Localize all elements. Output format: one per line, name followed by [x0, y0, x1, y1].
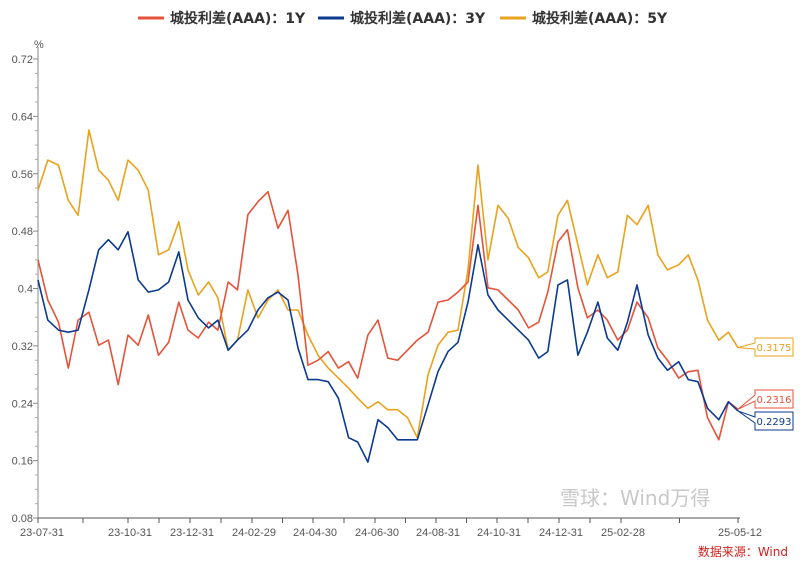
x-tick-label: 24-02-29 [232, 527, 276, 539]
end-label-box [737, 337, 794, 357]
x-tick-label: 24-10-31 [477, 527, 521, 539]
end-value-label: 0.2316 [757, 395, 792, 406]
x-tick-label: 23-07-31 [20, 527, 64, 539]
x-tick-label: 23-10-31 [108, 527, 152, 539]
legend-label: 城投利差(AAA)：1Y [170, 10, 306, 27]
series-line-3 [37, 129, 739, 439]
end-value-label: 0.2293 [757, 417, 792, 428]
end-label-box [737, 410, 794, 431]
legend: 城投利差(AAA)：1Y 城投利差(AAA)：3Y 城投利差(AAA)：5Y [138, 10, 668, 27]
series-lines [37, 129, 739, 463]
y-tick-label: 0.48 [12, 226, 33, 238]
y-tick-label: 0.72 [12, 54, 33, 66]
legend-label: 城投利差(AAA)：3Y [350, 10, 486, 27]
x-tick-label: 24-04-30 [293, 527, 337, 539]
data-source: 数据来源：Wind [698, 544, 788, 559]
end-label-box [737, 389, 794, 410]
series-line-1 [37, 190, 739, 441]
y-axis-unit: % [34, 39, 44, 51]
legend-item-3[interactable]: 城投利差(AAA)：5Y [500, 10, 668, 27]
y-tick-label: 0.56 [12, 169, 33, 181]
series-line-2 [37, 231, 739, 463]
x-tick-label: 24-08-31 [416, 527, 460, 539]
x-tick-label: 25-02-28 [601, 527, 645, 539]
axes: 0.08 0.16 0.24 0.32 0.4 0.48 0.56 0.64 0.72 23-07… [12, 47, 762, 539]
x-tick-label: 23-12-31 [170, 527, 214, 539]
y-tick-label: 0.24 [12, 398, 33, 410]
y-tick-label: 0.64 [12, 111, 33, 123]
x-tick-label: 25-05-12 [718, 527, 762, 539]
x-tick-label: 24-12-31 [539, 527, 583, 539]
y-tick-label: 0.32 [12, 341, 33, 353]
end-value-label: 0.3175 [757, 343, 792, 354]
legend-label: 城投利差(AAA)：5Y [532, 10, 668, 27]
y-tick-label: 0.16 [12, 456, 33, 468]
watermark: 雪球：Wind万得 [560, 486, 710, 510]
legend-item-1[interactable]: 城投利差(AAA)：1Y [138, 10, 306, 27]
end-value-labels: 0.2316 0.2293 0.3175 [737, 337, 794, 431]
x-tick-label: 24-06-30 [355, 527, 399, 539]
y-tick-label: 0.08 [12, 513, 33, 525]
legend-item-2[interactable]: 城投利差(AAA)：3Y [318, 10, 486, 27]
y-tick-label: 0.4 [18, 284, 33, 296]
